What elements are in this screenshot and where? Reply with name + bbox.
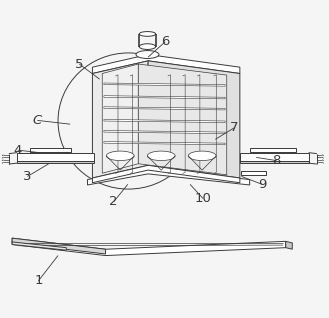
Polygon shape — [148, 61, 240, 178]
Ellipse shape — [139, 31, 156, 36]
Polygon shape — [138, 64, 227, 175]
Polygon shape — [88, 169, 250, 185]
Text: 5: 5 — [75, 58, 84, 71]
Polygon shape — [92, 165, 240, 183]
Text: 2: 2 — [110, 195, 118, 208]
Polygon shape — [241, 171, 266, 175]
Text: 1: 1 — [34, 274, 43, 287]
Text: C: C — [33, 114, 42, 127]
Polygon shape — [104, 83, 225, 86]
Text: 8: 8 — [272, 154, 281, 167]
Polygon shape — [12, 238, 106, 254]
Ellipse shape — [139, 44, 156, 50]
Polygon shape — [12, 242, 66, 250]
Polygon shape — [104, 130, 225, 134]
Ellipse shape — [188, 151, 216, 161]
Polygon shape — [240, 161, 309, 163]
Polygon shape — [17, 153, 94, 161]
Ellipse shape — [147, 151, 175, 161]
Text: 7: 7 — [230, 121, 238, 135]
Polygon shape — [240, 153, 309, 161]
Polygon shape — [104, 142, 225, 145]
Polygon shape — [104, 96, 225, 99]
Text: 4: 4 — [13, 144, 22, 157]
Polygon shape — [102, 64, 138, 173]
Polygon shape — [250, 148, 295, 152]
Text: 9: 9 — [258, 178, 266, 191]
Polygon shape — [92, 54, 240, 73]
Ellipse shape — [106, 151, 134, 161]
Polygon shape — [286, 241, 292, 249]
Polygon shape — [30, 148, 71, 152]
Ellipse shape — [136, 51, 159, 59]
Polygon shape — [104, 107, 225, 110]
Polygon shape — [17, 161, 94, 163]
Text: 6: 6 — [161, 35, 169, 48]
Text: 3: 3 — [23, 170, 32, 183]
Text: 10: 10 — [195, 192, 212, 205]
Polygon shape — [92, 61, 148, 178]
Polygon shape — [12, 238, 286, 256]
Polygon shape — [104, 120, 225, 123]
